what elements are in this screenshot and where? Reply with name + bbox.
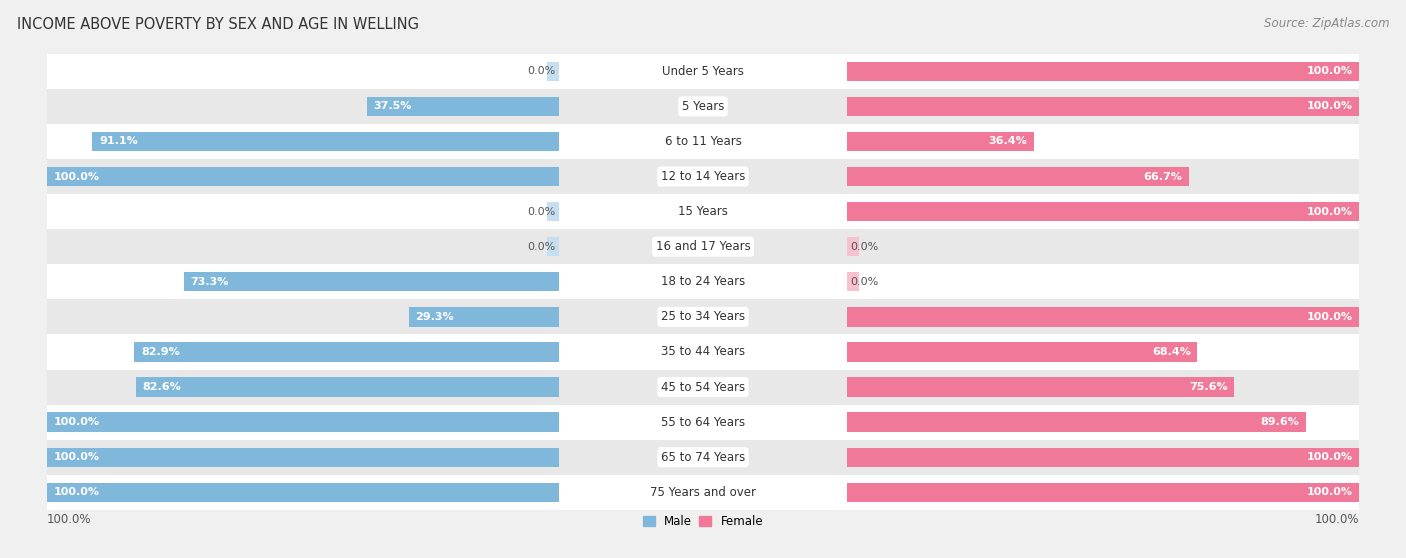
Bar (848, 448, 1360, 467)
Bar (848, 97, 1360, 116)
FancyBboxPatch shape (46, 229, 1360, 264)
Text: 12 to 14 Years: 12 to 14 Years (661, 170, 745, 183)
Text: 100.0%: 100.0% (53, 487, 100, 497)
Text: 100.0%: 100.0% (1306, 102, 1353, 112)
Bar (46, 483, 558, 502)
Text: 89.6%: 89.6% (1260, 417, 1299, 427)
Text: 15 Years: 15 Years (678, 205, 728, 218)
Bar (93, 132, 558, 151)
Text: 25 to 34 Years: 25 to 34 Years (661, 310, 745, 324)
Bar (848, 307, 1360, 326)
Text: 82.9%: 82.9% (141, 347, 180, 357)
Bar (848, 342, 1198, 362)
Text: 75 Years and over: 75 Years and over (650, 486, 756, 499)
Text: Under 5 Years: Under 5 Years (662, 65, 744, 78)
Text: 100.0%: 100.0% (1306, 312, 1353, 322)
Text: 75.6%: 75.6% (1189, 382, 1227, 392)
Text: 82.6%: 82.6% (142, 382, 181, 392)
Bar (848, 202, 1360, 222)
Bar (367, 97, 558, 116)
Text: 68.4%: 68.4% (1152, 347, 1191, 357)
Text: 35 to 44 Years: 35 to 44 Years (661, 345, 745, 358)
Text: 45 to 54 Years: 45 to 54 Years (661, 381, 745, 393)
Bar (409, 307, 558, 326)
FancyBboxPatch shape (46, 54, 1360, 89)
Bar (46, 412, 558, 432)
Bar (46, 167, 558, 186)
FancyBboxPatch shape (46, 124, 1360, 159)
Bar (136, 377, 558, 397)
Legend: Male, Female: Male, Female (638, 511, 768, 533)
Text: 5 Years: 5 Years (682, 100, 724, 113)
Text: Source: ZipAtlas.com: Source: ZipAtlas.com (1264, 17, 1389, 30)
Bar (848, 167, 1188, 186)
Bar (547, 61, 558, 81)
Text: 91.1%: 91.1% (98, 137, 138, 146)
Text: 29.3%: 29.3% (415, 312, 454, 322)
Text: 0.0%: 0.0% (851, 277, 879, 287)
Text: 18 to 24 Years: 18 to 24 Years (661, 275, 745, 288)
Bar (848, 237, 859, 256)
Bar (848, 412, 1306, 432)
FancyBboxPatch shape (46, 440, 1360, 475)
Bar (184, 272, 558, 291)
Text: 100.0%: 100.0% (53, 417, 100, 427)
Text: 100.0%: 100.0% (53, 452, 100, 462)
Text: 16 and 17 Years: 16 and 17 Years (655, 240, 751, 253)
Text: 66.7%: 66.7% (1143, 171, 1182, 181)
Bar (547, 237, 558, 256)
Text: 0.0%: 0.0% (527, 66, 555, 76)
Bar (547, 202, 558, 222)
FancyBboxPatch shape (46, 89, 1360, 124)
Text: 36.4%: 36.4% (988, 137, 1026, 146)
FancyBboxPatch shape (46, 159, 1360, 194)
Bar (848, 377, 1234, 397)
Text: INCOME ABOVE POVERTY BY SEX AND AGE IN WELLING: INCOME ABOVE POVERTY BY SEX AND AGE IN W… (17, 17, 419, 32)
FancyBboxPatch shape (46, 194, 1360, 229)
Text: 0.0%: 0.0% (851, 242, 879, 252)
FancyBboxPatch shape (46, 299, 1360, 334)
FancyBboxPatch shape (46, 334, 1360, 369)
Bar (135, 342, 558, 362)
FancyBboxPatch shape (46, 369, 1360, 405)
Text: 100.0%: 100.0% (53, 171, 100, 181)
Text: 100.0%: 100.0% (1306, 487, 1353, 497)
Bar (848, 132, 1033, 151)
Text: 55 to 64 Years: 55 to 64 Years (661, 416, 745, 429)
Text: 65 to 74 Years: 65 to 74 Years (661, 451, 745, 464)
Bar (46, 448, 558, 467)
Text: 100.0%: 100.0% (46, 513, 91, 526)
FancyBboxPatch shape (46, 475, 1360, 510)
Bar (848, 272, 859, 291)
Text: 73.3%: 73.3% (190, 277, 228, 287)
Text: 100.0%: 100.0% (1315, 513, 1360, 526)
Text: 100.0%: 100.0% (1306, 452, 1353, 462)
Text: 0.0%: 0.0% (527, 206, 555, 217)
FancyBboxPatch shape (46, 264, 1360, 299)
Text: 6 to 11 Years: 6 to 11 Years (665, 135, 741, 148)
Bar (848, 483, 1360, 502)
Text: 37.5%: 37.5% (374, 102, 412, 112)
Text: 0.0%: 0.0% (527, 242, 555, 252)
Text: 100.0%: 100.0% (1306, 66, 1353, 76)
Text: 100.0%: 100.0% (1306, 206, 1353, 217)
FancyBboxPatch shape (46, 405, 1360, 440)
Bar (848, 61, 1360, 81)
